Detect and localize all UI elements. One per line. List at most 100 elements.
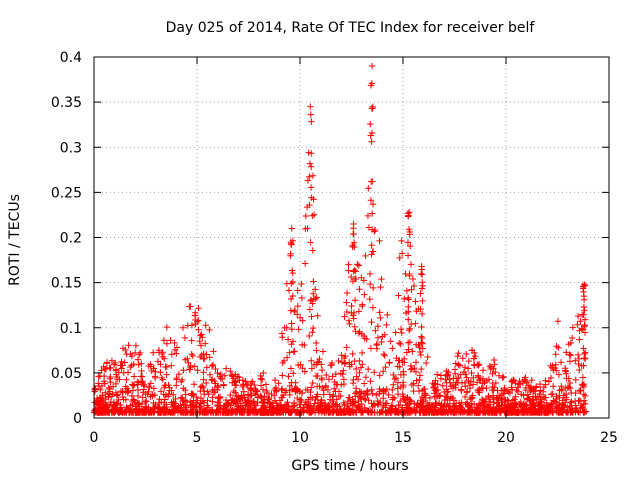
data-point-plus bbox=[578, 325, 585, 332]
data-point-plus bbox=[103, 407, 111, 414]
data-point-plus bbox=[291, 348, 298, 355]
data-point-plus bbox=[285, 287, 293, 294]
data-point-plus bbox=[423, 399, 431, 407]
x-axis-label: GPS time / hours bbox=[291, 458, 408, 474]
data-point-plus bbox=[157, 369, 164, 376]
data-point-plus bbox=[572, 389, 579, 397]
data-point-plus bbox=[346, 363, 354, 370]
data-point-plus bbox=[574, 321, 581, 328]
data-point-plus bbox=[407, 261, 415, 268]
data-point-plus bbox=[307, 150, 315, 157]
data-point-plus bbox=[479, 367, 487, 374]
data-point-plus bbox=[96, 405, 104, 413]
data-point-plus bbox=[367, 132, 374, 139]
data-point-plus bbox=[391, 394, 398, 402]
data-point-plus bbox=[314, 372, 321, 380]
data-point-plus bbox=[200, 399, 208, 406]
data-point-plus bbox=[297, 404, 304, 411]
data-point-plus bbox=[466, 408, 473, 415]
data-point-plus bbox=[341, 313, 348, 320]
data-point-plus bbox=[239, 395, 246, 402]
data-point-plus bbox=[567, 352, 574, 359]
data-point-plus bbox=[417, 351, 425, 359]
data-point-plus bbox=[257, 372, 264, 380]
data-point-plus bbox=[373, 341, 380, 349]
data-point-plus bbox=[549, 409, 556, 416]
data-point-plus bbox=[568, 334, 576, 342]
data-point-plus bbox=[301, 368, 309, 375]
data-point-plus bbox=[355, 330, 363, 337]
data-point-plus bbox=[294, 311, 301, 318]
data-point-plus bbox=[208, 362, 216, 370]
data-point-plus bbox=[498, 399, 506, 406]
data-point-plus bbox=[408, 406, 416, 413]
data-point-plus bbox=[163, 363, 171, 370]
data-point-plus bbox=[318, 366, 326, 374]
data-point-plus bbox=[398, 237, 405, 245]
data-point-plus bbox=[405, 303, 412, 311]
y-tick-label: 0.2 bbox=[60, 231, 82, 247]
data-point-plus bbox=[351, 243, 358, 251]
data-point-plus bbox=[454, 353, 461, 360]
data-point-plus bbox=[106, 385, 113, 393]
data-point-plus bbox=[229, 372, 236, 380]
data-point-plus bbox=[288, 325, 296, 333]
data-point-plus bbox=[133, 409, 141, 416]
data-point-plus bbox=[562, 368, 570, 375]
data-point-plus bbox=[190, 381, 198, 388]
data-point-plus bbox=[122, 346, 129, 354]
data-point-plus bbox=[580, 362, 587, 369]
data-point-plus bbox=[119, 362, 126, 369]
data-point-plus bbox=[95, 380, 102, 387]
data-point-plus bbox=[416, 372, 424, 379]
data-point-plus bbox=[389, 345, 396, 352]
data-point-plus bbox=[416, 348, 424, 356]
data-point-plus bbox=[217, 375, 224, 382]
data-point-plus bbox=[568, 408, 575, 415]
data-point-plus bbox=[219, 409, 226, 416]
data-point-plus bbox=[149, 349, 157, 356]
y-tick-label: 0.25 bbox=[51, 185, 82, 201]
data-point-plus bbox=[367, 197, 375, 204]
data-point-plus bbox=[279, 372, 286, 379]
data-point-plus bbox=[135, 379, 142, 386]
data-point-plus bbox=[359, 361, 366, 368]
data-point-plus bbox=[284, 336, 292, 343]
data-point-plus bbox=[194, 367, 201, 374]
data-point-plus bbox=[290, 406, 297, 413]
data-point-plus bbox=[432, 380, 439, 387]
data-point-plus bbox=[412, 368, 420, 376]
data-point-plus bbox=[392, 329, 399, 336]
data-point-plus bbox=[572, 376, 579, 384]
data-point-plus bbox=[283, 354, 291, 361]
data-point-plus bbox=[413, 377, 420, 384]
data-point-plus bbox=[377, 314, 384, 322]
data-point-plus bbox=[379, 368, 387, 375]
data-point-plus bbox=[366, 280, 374, 288]
data-point-plus bbox=[127, 409, 135, 416]
data-point-plus bbox=[368, 251, 375, 258]
data-point-plus bbox=[326, 403, 333, 410]
data-point-plus bbox=[179, 398, 186, 405]
data-point-plus bbox=[335, 393, 343, 400]
data-point-plus bbox=[404, 239, 412, 246]
data-point-plus bbox=[502, 402, 510, 409]
data-point-plus bbox=[280, 391, 287, 399]
data-point-plus bbox=[309, 394, 316, 402]
data-point-plus bbox=[412, 408, 420, 416]
data-point-plus bbox=[581, 321, 588, 329]
data-point-plus bbox=[378, 408, 386, 415]
data-point-plus bbox=[143, 397, 150, 405]
data-point-plus bbox=[550, 397, 557, 404]
data-point-plus bbox=[417, 339, 425, 346]
data-point-plus bbox=[106, 364, 113, 371]
data-point-plus bbox=[157, 388, 165, 395]
data-point-plus bbox=[577, 387, 584, 394]
data-point-plus bbox=[138, 367, 145, 375]
data-point-plus bbox=[327, 396, 334, 403]
data-point-plus bbox=[296, 409, 303, 416]
data-point-plus bbox=[383, 399, 391, 407]
data-point-plus bbox=[466, 384, 474, 392]
data-point-plus bbox=[127, 402, 134, 410]
data-point-plus bbox=[365, 185, 372, 192]
